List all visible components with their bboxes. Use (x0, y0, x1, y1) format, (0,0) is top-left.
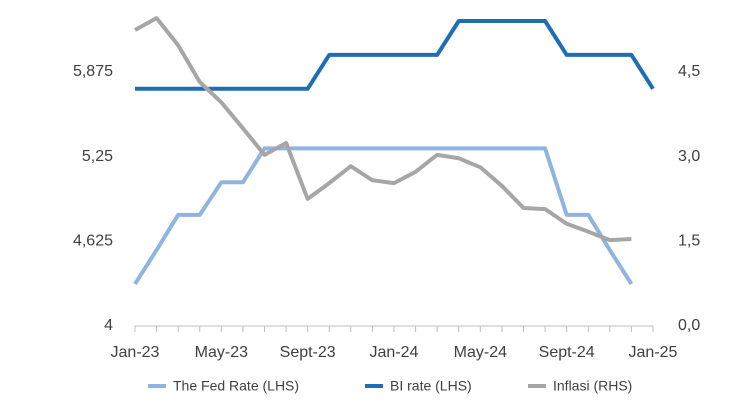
legend-text: BI rate (LHS) (390, 378, 472, 394)
x-tick-label: Jan-25 (629, 344, 678, 361)
x-tick-label: May-24 (454, 344, 507, 361)
y-tick-label: 5,25 (82, 148, 113, 165)
y-tick-label: 5,875 (73, 63, 113, 80)
x-tick-label: May-23 (195, 344, 248, 361)
y2-tick-label: 4,5 (678, 63, 700, 80)
x-tick-label: Sept-24 (539, 344, 595, 361)
series-line (133, 146, 634, 286)
x-tick-label: Sept-23 (280, 344, 336, 361)
x-tick-label: Jan-23 (111, 344, 160, 361)
y-tick-label: 4 (104, 317, 113, 334)
y2-tick-label: 3,0 (678, 148, 700, 165)
y-tick-label: 4,625 (73, 232, 113, 249)
y2-tick-label: 0,0 (678, 317, 700, 334)
series-line (135, 19, 655, 91)
series-line (134, 16, 632, 243)
y2-tick-label: 1,5 (678, 232, 700, 249)
legend-text: The Fed Rate (LHS) (173, 378, 299, 394)
legend-text: Inflasi (RHS) (553, 378, 632, 394)
x-tick-label: Jan-24 (370, 344, 419, 361)
